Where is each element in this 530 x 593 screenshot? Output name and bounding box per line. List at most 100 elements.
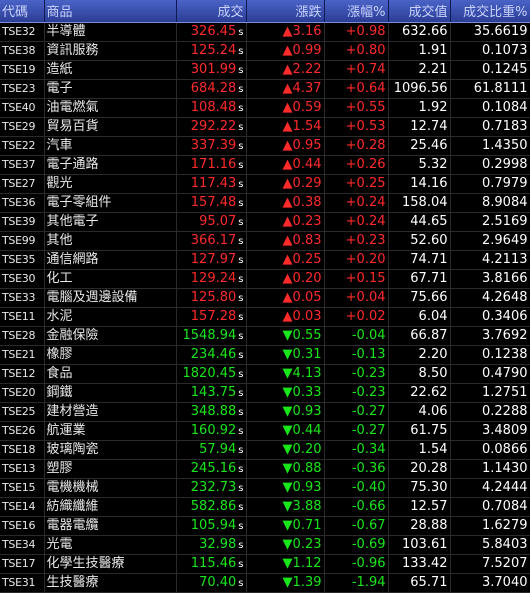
sector-name: 食品 bbox=[44, 364, 177, 384]
price-suffix: s bbox=[238, 26, 244, 38]
price-suffix: s bbox=[238, 349, 244, 361]
change-cell: ▲4.37 bbox=[246, 79, 325, 99]
table-row[interactable]: TSE32 半導體 326.45 s ▲3.16 +0.98 632.66 35.6619 bbox=[0, 22, 530, 42]
sector-code: TSE38 bbox=[0, 41, 45, 61]
table-row[interactable]: TSE40 油電燃氣 108.48 s ▲0.59 +0.55 1.92 0.1084 bbox=[0, 98, 530, 118]
sector-code: TSE15 bbox=[0, 478, 45, 498]
sector-code: TSE40 bbox=[0, 98, 45, 118]
table-row[interactable]: TSE34 光電 32.98 s ▼0.23 -0.69 103.61 5.8403 bbox=[0, 535, 530, 555]
price-cell: 157.28 s bbox=[176, 307, 247, 327]
change-cell: ▼0.33 bbox=[246, 383, 325, 403]
table-row[interactable]: TSE29 貿易百貨 292.22 s ▲1.54 +0.53 12.74 0.7183 bbox=[0, 117, 530, 137]
sector-name: 觀光 bbox=[44, 174, 177, 194]
table-row[interactable]: TSE35 通信網路 127.97 s ▲0.25 +0.20 74.71 4.2113 bbox=[0, 250, 530, 270]
price-suffix: s bbox=[238, 406, 244, 418]
column-header-price[interactable]: 成交 bbox=[176, 0, 247, 23]
price-suffix: s bbox=[238, 501, 244, 513]
change-percent-cell: +0.24 bbox=[324, 212, 389, 232]
table-row[interactable]: TSE26 航運業 160.92 s ▼0.44 -0.27 61.75 3.4809 bbox=[0, 421, 530, 441]
table-row[interactable]: TSE37 電子通路 171.16 s ▲0.44 +0.26 5.32 0.2998 bbox=[0, 155, 530, 175]
sector-code: TSE29 bbox=[0, 117, 45, 137]
change-cell: ▼0.71 bbox=[246, 516, 325, 536]
sector-name: 航運業 bbox=[44, 421, 177, 441]
table-row[interactable]: TSE25 建材營造 348.88 s ▼0.93 -0.27 4.06 0.2288 bbox=[0, 402, 530, 422]
change-percent-cell: -0.69 bbox=[324, 535, 389, 555]
turnover-cell: 65.71 bbox=[388, 573, 451, 593]
price-suffix: s bbox=[238, 140, 244, 152]
table-row[interactable]: TSE21 橡膠 234.46 s ▼0.31 -0.13 2.20 0.1238 bbox=[0, 345, 530, 365]
table-row[interactable]: TSE33 電腦及週邊設備 125.80 s ▲0.05 +0.04 75.66 4.2648 bbox=[0, 288, 530, 308]
weight-cell: 4.2113 bbox=[450, 250, 530, 270]
turnover-cell: 1.91 bbox=[388, 41, 451, 61]
column-header-code[interactable]: 代碼 bbox=[0, 0, 45, 23]
table-row[interactable]: TSE27 觀光 117.43 s ▲0.29 +0.25 14.16 0.7979 bbox=[0, 174, 530, 194]
sector-name: 資訊服務 bbox=[44, 41, 177, 61]
table-row[interactable]: TSE28 金融保險 1548.94 s ▼0.55 -0.04 66.87 3.7692 bbox=[0, 326, 530, 346]
price-cell: 160.92 s bbox=[176, 421, 247, 441]
change-percent-cell: -0.66 bbox=[324, 497, 389, 517]
table-row[interactable]: TSE38 資訊服務 125.24 s ▲0.99 +0.80 1.91 0.1073 bbox=[0, 41, 530, 61]
table-row[interactable]: TSE13 塑膠 245.16 s ▼0.88 -0.36 20.28 1.1430 bbox=[0, 459, 530, 479]
table-row[interactable]: TSE99 其他 366.17 s ▲0.83 +0.23 52.60 2.9649 bbox=[0, 231, 530, 251]
table-row[interactable]: TSE11 水泥 157.28 s ▲0.03 +0.02 6.04 0.3406 bbox=[0, 307, 530, 327]
turnover-cell: 2.20 bbox=[388, 345, 451, 365]
turnover-cell: 22.62 bbox=[388, 383, 451, 403]
column-header-name[interactable]: 商品 bbox=[44, 0, 177, 23]
table-row[interactable]: TSE39 其他電子 95.07 s ▲0.23 +0.24 44.65 2.5169 bbox=[0, 212, 530, 232]
weight-cell: 4.2648 bbox=[450, 288, 530, 308]
change-cell: ▼4.13 bbox=[246, 364, 325, 384]
turnover-cell: 133.42 bbox=[388, 554, 451, 574]
table-row[interactable]: TSE17 化學生技醫療 115.46 s ▼1.12 -0.96 133.42 7.5207 bbox=[0, 554, 530, 574]
column-header-change[interactable]: 漲跌 bbox=[246, 0, 325, 23]
weight-cell: 0.2998 bbox=[450, 155, 530, 175]
turnover-cell: 1.54 bbox=[388, 440, 451, 460]
table-row[interactable]: TSE14 紡織纖維 582.86 s ▼3.88 -0.66 12.57 0.7084 bbox=[0, 497, 530, 517]
weight-cell: 3.8166 bbox=[450, 269, 530, 289]
column-header-change-percent[interactable]: 漲幅% bbox=[324, 0, 389, 23]
table-row[interactable]: TSE23 電子 684.28 s ▲4.37 +0.64 1096.56 61.8111 bbox=[0, 79, 530, 99]
table-row[interactable]: TSE31 生技醫療 70.40 s ▼1.39 -1.94 65.71 3.7040 bbox=[0, 573, 530, 593]
price-suffix: s bbox=[238, 444, 244, 456]
change-percent-cell: +0.04 bbox=[324, 288, 389, 308]
weight-cell: 1.4350 bbox=[450, 136, 530, 156]
weight-cell: 0.7084 bbox=[450, 497, 530, 517]
change-percent-cell: -0.34 bbox=[324, 440, 389, 460]
table-row[interactable]: TSE15 電機機械 232.73 s ▼0.93 -0.40 75.30 4.2444 bbox=[0, 478, 530, 498]
change-percent-cell: +0.23 bbox=[324, 231, 389, 251]
column-header-weight[interactable]: 成交比重% bbox=[450, 0, 530, 23]
price-suffix: s bbox=[238, 178, 244, 190]
sector-name: 建材營造 bbox=[44, 402, 177, 422]
sector-name: 貿易百貨 bbox=[44, 117, 177, 137]
sector-code: TSE99 bbox=[0, 231, 45, 251]
turnover-cell: 1096.56 bbox=[388, 79, 451, 99]
sector-code: TSE36 bbox=[0, 193, 45, 213]
price-suffix: s bbox=[238, 368, 244, 380]
change-percent-cell: -0.96 bbox=[324, 554, 389, 574]
table-row[interactable]: TSE19 造紙 301.99 s ▲2.22 +0.74 2.21 0.1245 bbox=[0, 60, 530, 80]
price-cell: 1820.45 s bbox=[176, 364, 247, 384]
change-cell: ▼0.93 bbox=[246, 402, 325, 422]
turnover-cell: 66.87 bbox=[388, 326, 451, 346]
table-row[interactable]: TSE22 汽車 337.39 s ▲0.95 +0.28 25.46 1.4350 bbox=[0, 136, 530, 156]
header-row: 代碼 商品 成交 漲跌 漲幅% 成交值 成交比重% bbox=[0, 0, 530, 23]
change-cell: ▲0.59 bbox=[246, 98, 325, 118]
table-row[interactable]: TSE36 電子零組件 157.48 s ▲0.38 +0.24 158.04 8.9084 bbox=[0, 193, 530, 213]
weight-cell: 0.2288 bbox=[450, 402, 530, 422]
weight-cell: 2.5169 bbox=[450, 212, 530, 232]
change-percent-cell: +0.15 bbox=[324, 269, 389, 289]
column-header-turnover[interactable]: 成交值 bbox=[388, 0, 451, 23]
change-percent-cell: +0.02 bbox=[324, 307, 389, 327]
table-row[interactable]: TSE18 玻璃陶瓷 57.94 s ▼0.20 -0.34 1.54 0.0866 bbox=[0, 440, 530, 460]
sector-code: TSE14 bbox=[0, 497, 45, 517]
weight-cell: 0.0866 bbox=[450, 440, 530, 460]
sector-code: TSE16 bbox=[0, 516, 45, 536]
table-row[interactable]: TSE16 電器電纜 105.94 s ▼0.71 -0.67 28.88 1.6279 bbox=[0, 516, 530, 536]
weight-cell: 5.8403 bbox=[450, 535, 530, 555]
turnover-cell: 44.65 bbox=[388, 212, 451, 232]
sector-name: 電子零組件 bbox=[44, 193, 177, 213]
price-suffix: s bbox=[238, 292, 244, 304]
table-row[interactable]: TSE20 鋼鐵 143.75 s ▼0.33 -0.23 22.62 1.2751 bbox=[0, 383, 530, 403]
table-row[interactable]: TSE12 食品 1820.45 s ▼4.13 -0.23 8.50 0.4790 bbox=[0, 364, 530, 384]
sector-code: TSE22 bbox=[0, 136, 45, 156]
table-row[interactable]: TSE30 化工 129.24 s ▲0.20 +0.15 67.71 3.8166 bbox=[0, 269, 530, 289]
